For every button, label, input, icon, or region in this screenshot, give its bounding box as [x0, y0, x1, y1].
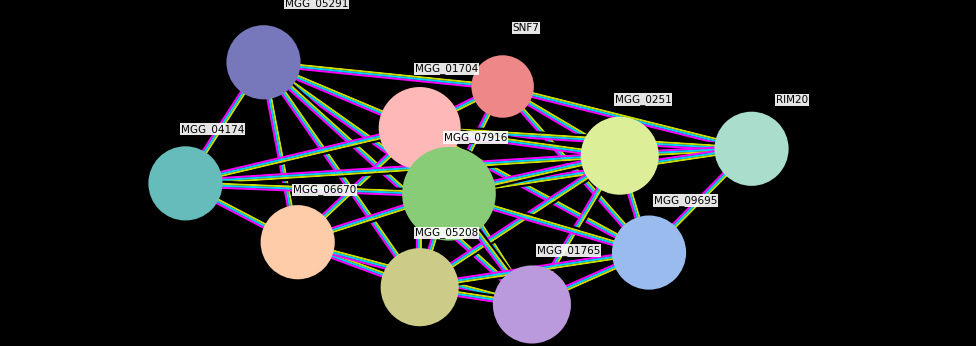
- Text: MGG_05208: MGG_05208: [415, 227, 478, 238]
- Ellipse shape: [714, 112, 789, 186]
- Text: MGG_06670: MGG_06670: [293, 184, 356, 195]
- Ellipse shape: [381, 248, 459, 326]
- Text: MGG_0251: MGG_0251: [615, 94, 671, 105]
- Ellipse shape: [226, 25, 301, 99]
- Text: SNF7: SNF7: [512, 23, 540, 33]
- Ellipse shape: [402, 147, 496, 240]
- Ellipse shape: [493, 265, 571, 344]
- Ellipse shape: [471, 55, 534, 118]
- Text: MGG_01704: MGG_01704: [415, 63, 478, 74]
- Ellipse shape: [148, 146, 223, 220]
- Text: MGG_07916: MGG_07916: [444, 132, 508, 143]
- Text: MGG_09695: MGG_09695: [654, 195, 717, 206]
- Text: MGG_01765: MGG_01765: [537, 245, 600, 256]
- Text: MGG_04174: MGG_04174: [181, 124, 244, 135]
- Ellipse shape: [612, 216, 686, 290]
- Ellipse shape: [379, 87, 461, 169]
- Text: MGG_05291: MGG_05291: [285, 0, 348, 9]
- Ellipse shape: [581, 117, 659, 195]
- Ellipse shape: [261, 205, 335, 279]
- Text: RIM20: RIM20: [776, 95, 808, 105]
